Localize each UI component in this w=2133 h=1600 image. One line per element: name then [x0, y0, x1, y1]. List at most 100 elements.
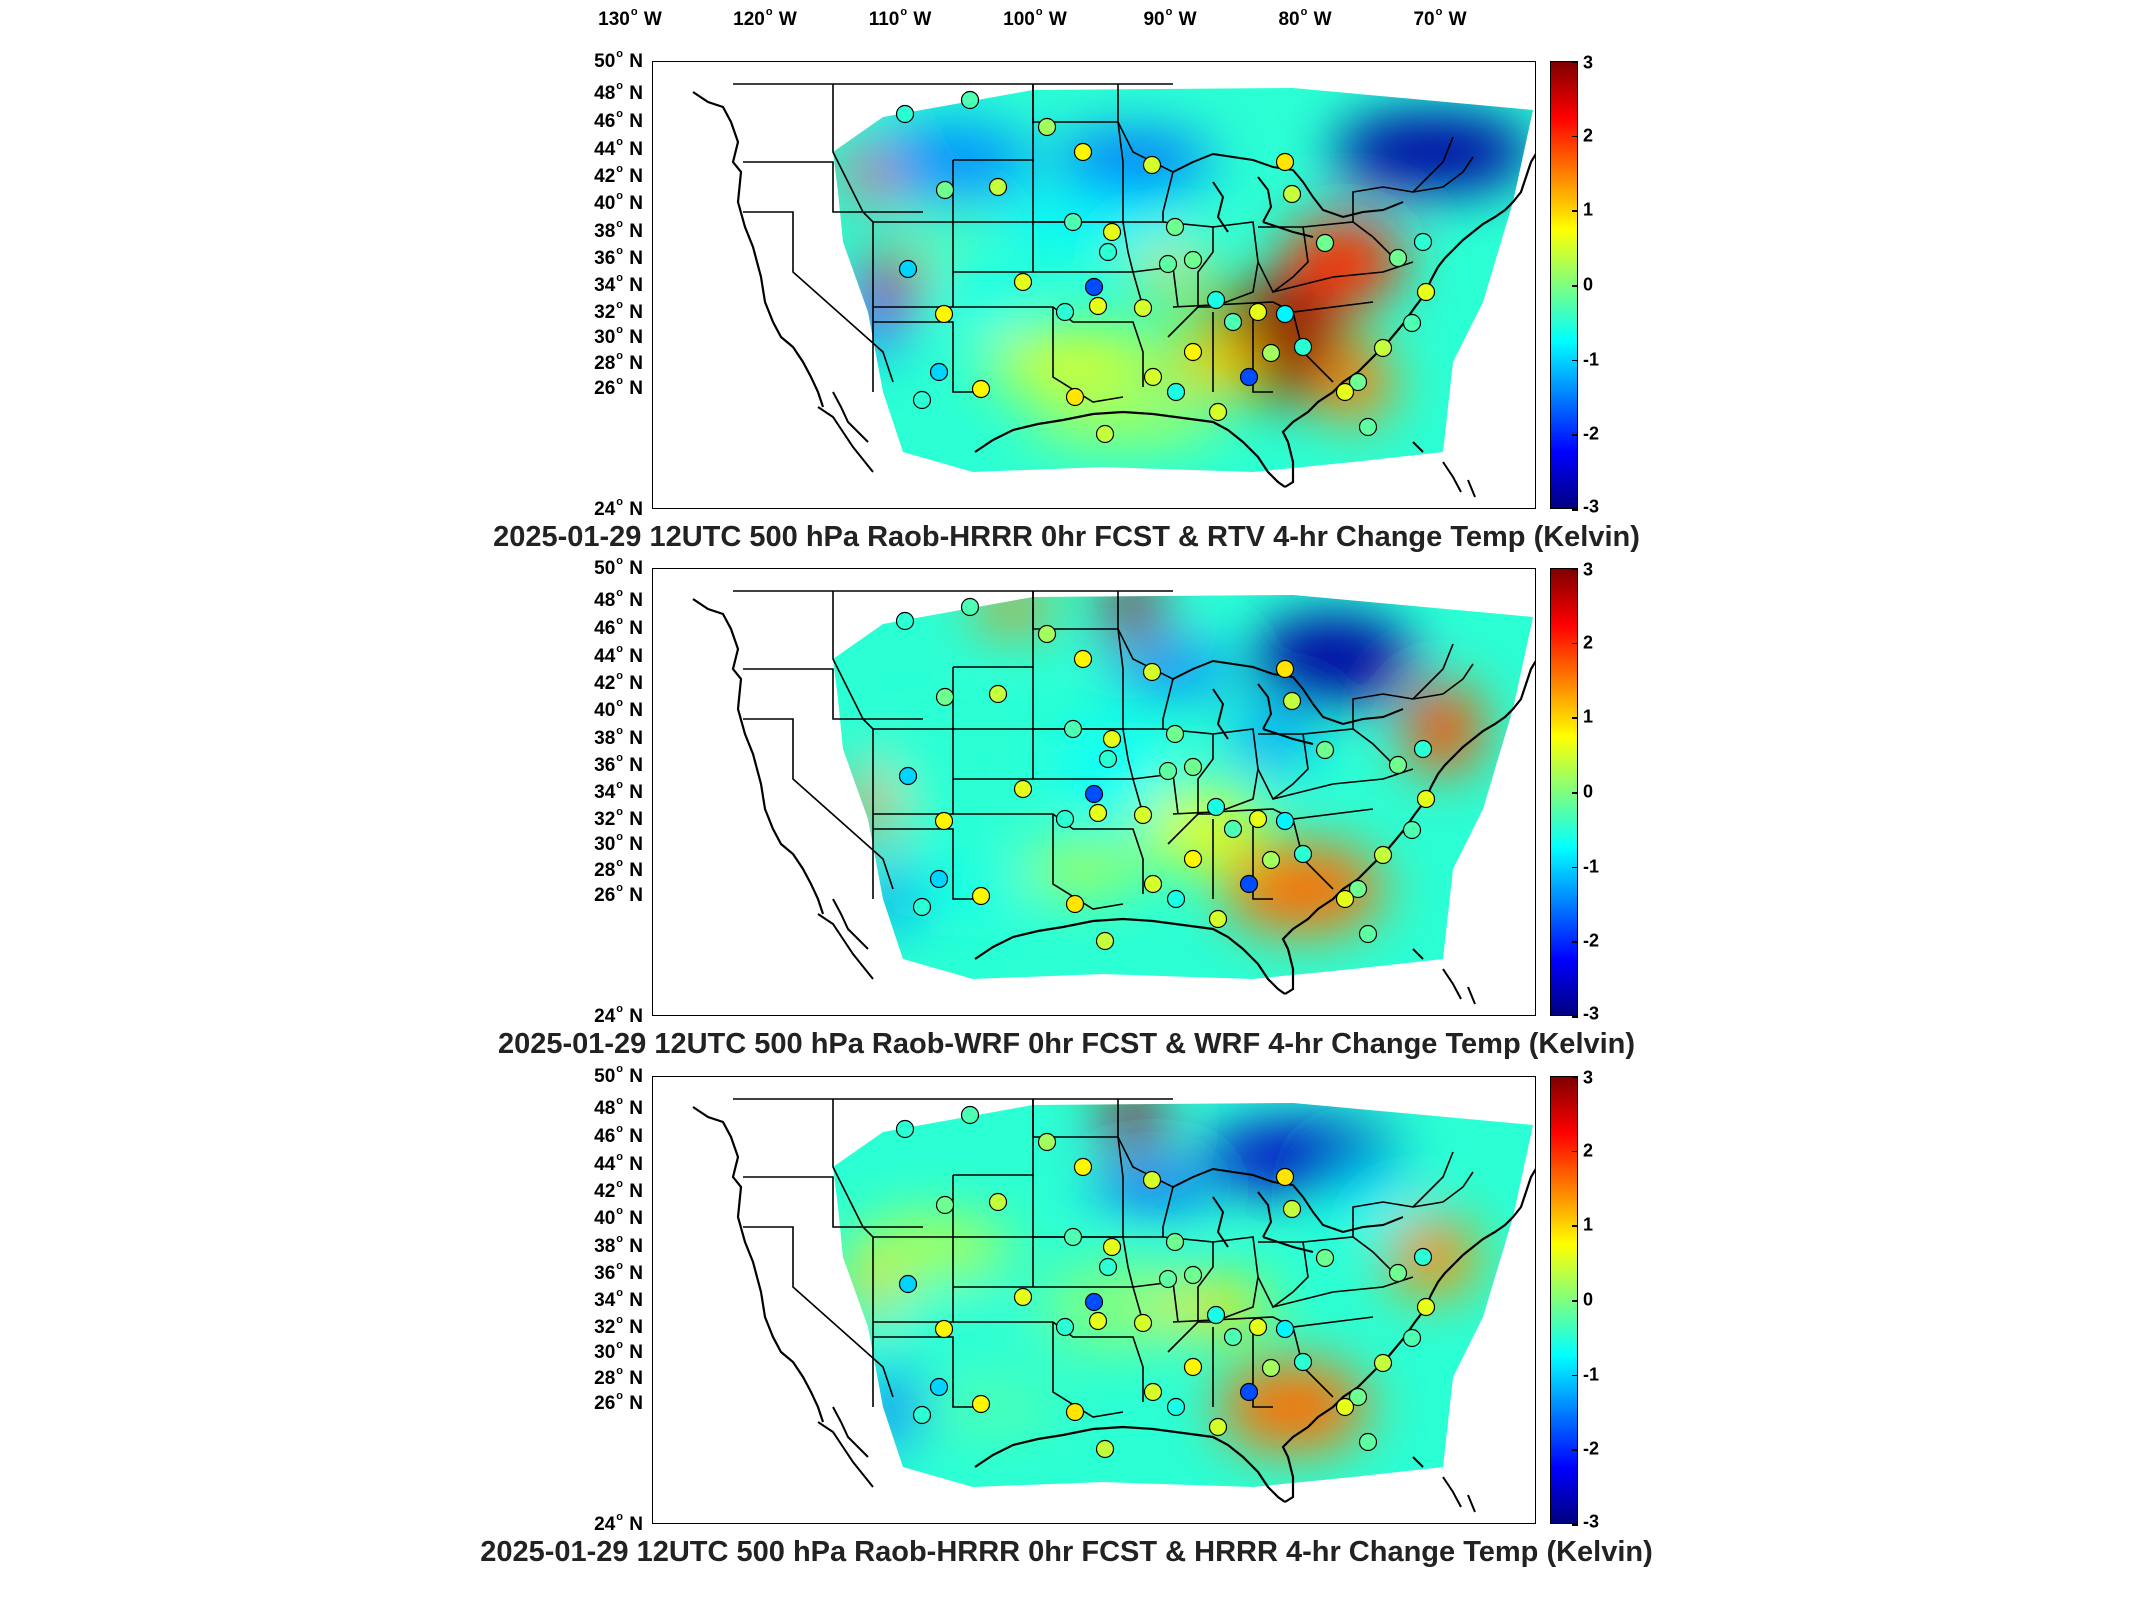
- raob-station-marker: [1373, 1353, 1393, 1373]
- coastline: [1172, 659, 1404, 745]
- field-anomaly: [1053, 132, 1213, 192]
- raob-station-marker: [1065, 387, 1085, 407]
- raob-station-marker: [960, 90, 980, 110]
- latitude-label: 24o N: [594, 496, 643, 520]
- raob-station-marker: [1073, 1157, 1093, 1177]
- state-border: [953, 728, 1134, 780]
- state-border: [872, 809, 973, 900]
- latitude-label: 32o N: [594, 299, 643, 323]
- raob-station-marker: [1239, 1382, 1259, 1402]
- raob-station-marker: [1206, 1305, 1226, 1325]
- colorbar-tick: [1572, 61, 1578, 63]
- raob-station-marker: [1416, 789, 1436, 809]
- raob-station-marker: [1065, 1402, 1085, 1422]
- state-border: [743, 161, 923, 213]
- raob-station-marker: [1084, 784, 1104, 804]
- colorbar-tick: [1572, 285, 1578, 287]
- field-anomaly: [1103, 1103, 1163, 1147]
- raob-station-marker: [1013, 1287, 1033, 1307]
- field-anomaly: [873, 719, 1013, 819]
- colorbar-tick: [1572, 1225, 1578, 1227]
- coastline: [1412, 441, 1476, 498]
- state-border: [1032, 591, 1124, 729]
- raob-station-marker: [1063, 719, 1083, 739]
- state-border: [1412, 136, 1474, 193]
- map-frame: [652, 1076, 1536, 1524]
- raob-station-marker: [1206, 797, 1226, 817]
- longitude-label: 130o W: [598, 6, 662, 30]
- field-anomaly: [1233, 709, 1313, 769]
- raob-station-marker: [988, 684, 1008, 704]
- colorbar-tick-label: -3: [1583, 496, 1600, 517]
- raob-station-marker: [1223, 819, 1243, 839]
- raob-station-marker: [1055, 1317, 1075, 1337]
- raob-station-marker: [1208, 909, 1228, 929]
- coastline: [692, 1106, 825, 1423]
- raob-station-marker: [1402, 313, 1422, 333]
- colorbar-tick: [1572, 1150, 1578, 1153]
- state-border: [953, 221, 1134, 273]
- raob-station-marker: [895, 1119, 915, 1139]
- raob-station-marker: [1358, 924, 1378, 944]
- raob-station-marker: [1416, 1297, 1436, 1317]
- latitude-label: 42o N: [594, 163, 643, 187]
- colorbar-tick-label: 0: [1583, 1289, 1594, 1310]
- raob-station-marker: [1335, 382, 1355, 402]
- state-border: [1302, 728, 1394, 765]
- longitude-label: 110o W: [868, 6, 932, 30]
- raob-station-marker: [1143, 1382, 1163, 1402]
- colorbar-tick-label: -2: [1583, 423, 1600, 444]
- state-border: [953, 1236, 1134, 1288]
- colorbar-tick-label: -1: [1583, 856, 1600, 877]
- latitude-label: 26o N: [594, 375, 643, 399]
- latitude-label: 40o N: [594, 697, 643, 721]
- colorbar-tick: [1572, 1016, 1578, 1018]
- raob-station-marker: [1098, 1257, 1118, 1277]
- raob-station-marker: [1065, 894, 1085, 914]
- raob-station-marker: [1388, 248, 1408, 268]
- raob-station-marker: [988, 177, 1008, 197]
- latitude-label: 32o N: [594, 806, 643, 830]
- colorbar-tick: [1572, 509, 1578, 511]
- map-frame: [652, 568, 1536, 1016]
- raob-station-marker: [1413, 232, 1433, 252]
- raob-stations: [895, 597, 1436, 951]
- colorbar-tick-label: -2: [1583, 930, 1600, 951]
- colorbar-tick-label: -2: [1583, 1438, 1600, 1459]
- latitude-label: 38o N: [594, 725, 643, 749]
- field-anomaly: [1103, 595, 1163, 639]
- raob-station-marker: [1248, 809, 1268, 829]
- raob-station-marker: [1142, 1170, 1162, 1190]
- raob-station-marker: [1293, 337, 1313, 357]
- raob-station-marker: [1142, 662, 1162, 682]
- map-panel-rtv: 50o N 48o N 46o N 44o N 42o N 40o N 38o N 36o N…: [0, 48, 2133, 568]
- raob-station-marker: [1088, 296, 1108, 316]
- longitude-label: 100o W: [1003, 6, 1067, 30]
- latitude-label: 48o N: [594, 587, 643, 611]
- raob-station-marker: [935, 687, 955, 707]
- raob-station-marker: [1158, 761, 1178, 781]
- latitude-label: 44o N: [594, 136, 643, 160]
- raob-station-marker: [934, 811, 954, 831]
- latitude-label: 28o N: [594, 857, 643, 881]
- coastline: [817, 391, 874, 473]
- latitude-label: 34o N: [594, 272, 643, 296]
- raob-station-marker: [1037, 117, 1057, 137]
- colorbar-tick: [1572, 866, 1578, 869]
- raob-station-marker: [1416, 282, 1436, 302]
- latitude-label: 26o N: [594, 1390, 643, 1414]
- raob-station-marker: [971, 379, 991, 399]
- raob-station-marker: [1275, 1167, 1295, 1187]
- raob-station-marker: [1275, 659, 1295, 679]
- latitude-label: 36o N: [594, 752, 643, 776]
- raob-station-marker: [929, 362, 949, 382]
- raob-station-marker: [929, 1377, 949, 1397]
- map-boundaries: [692, 590, 1535, 1005]
- raob-station-marker: [1158, 254, 1178, 274]
- colorbar-tick-label: 0: [1583, 781, 1594, 802]
- field-anomaly: [1283, 217, 1403, 307]
- state-border: [743, 1176, 923, 1228]
- colorbar-tick-label: -3: [1583, 1511, 1600, 1532]
- latitude-label: 42o N: [594, 670, 643, 694]
- latitude-label: 48o N: [594, 80, 643, 104]
